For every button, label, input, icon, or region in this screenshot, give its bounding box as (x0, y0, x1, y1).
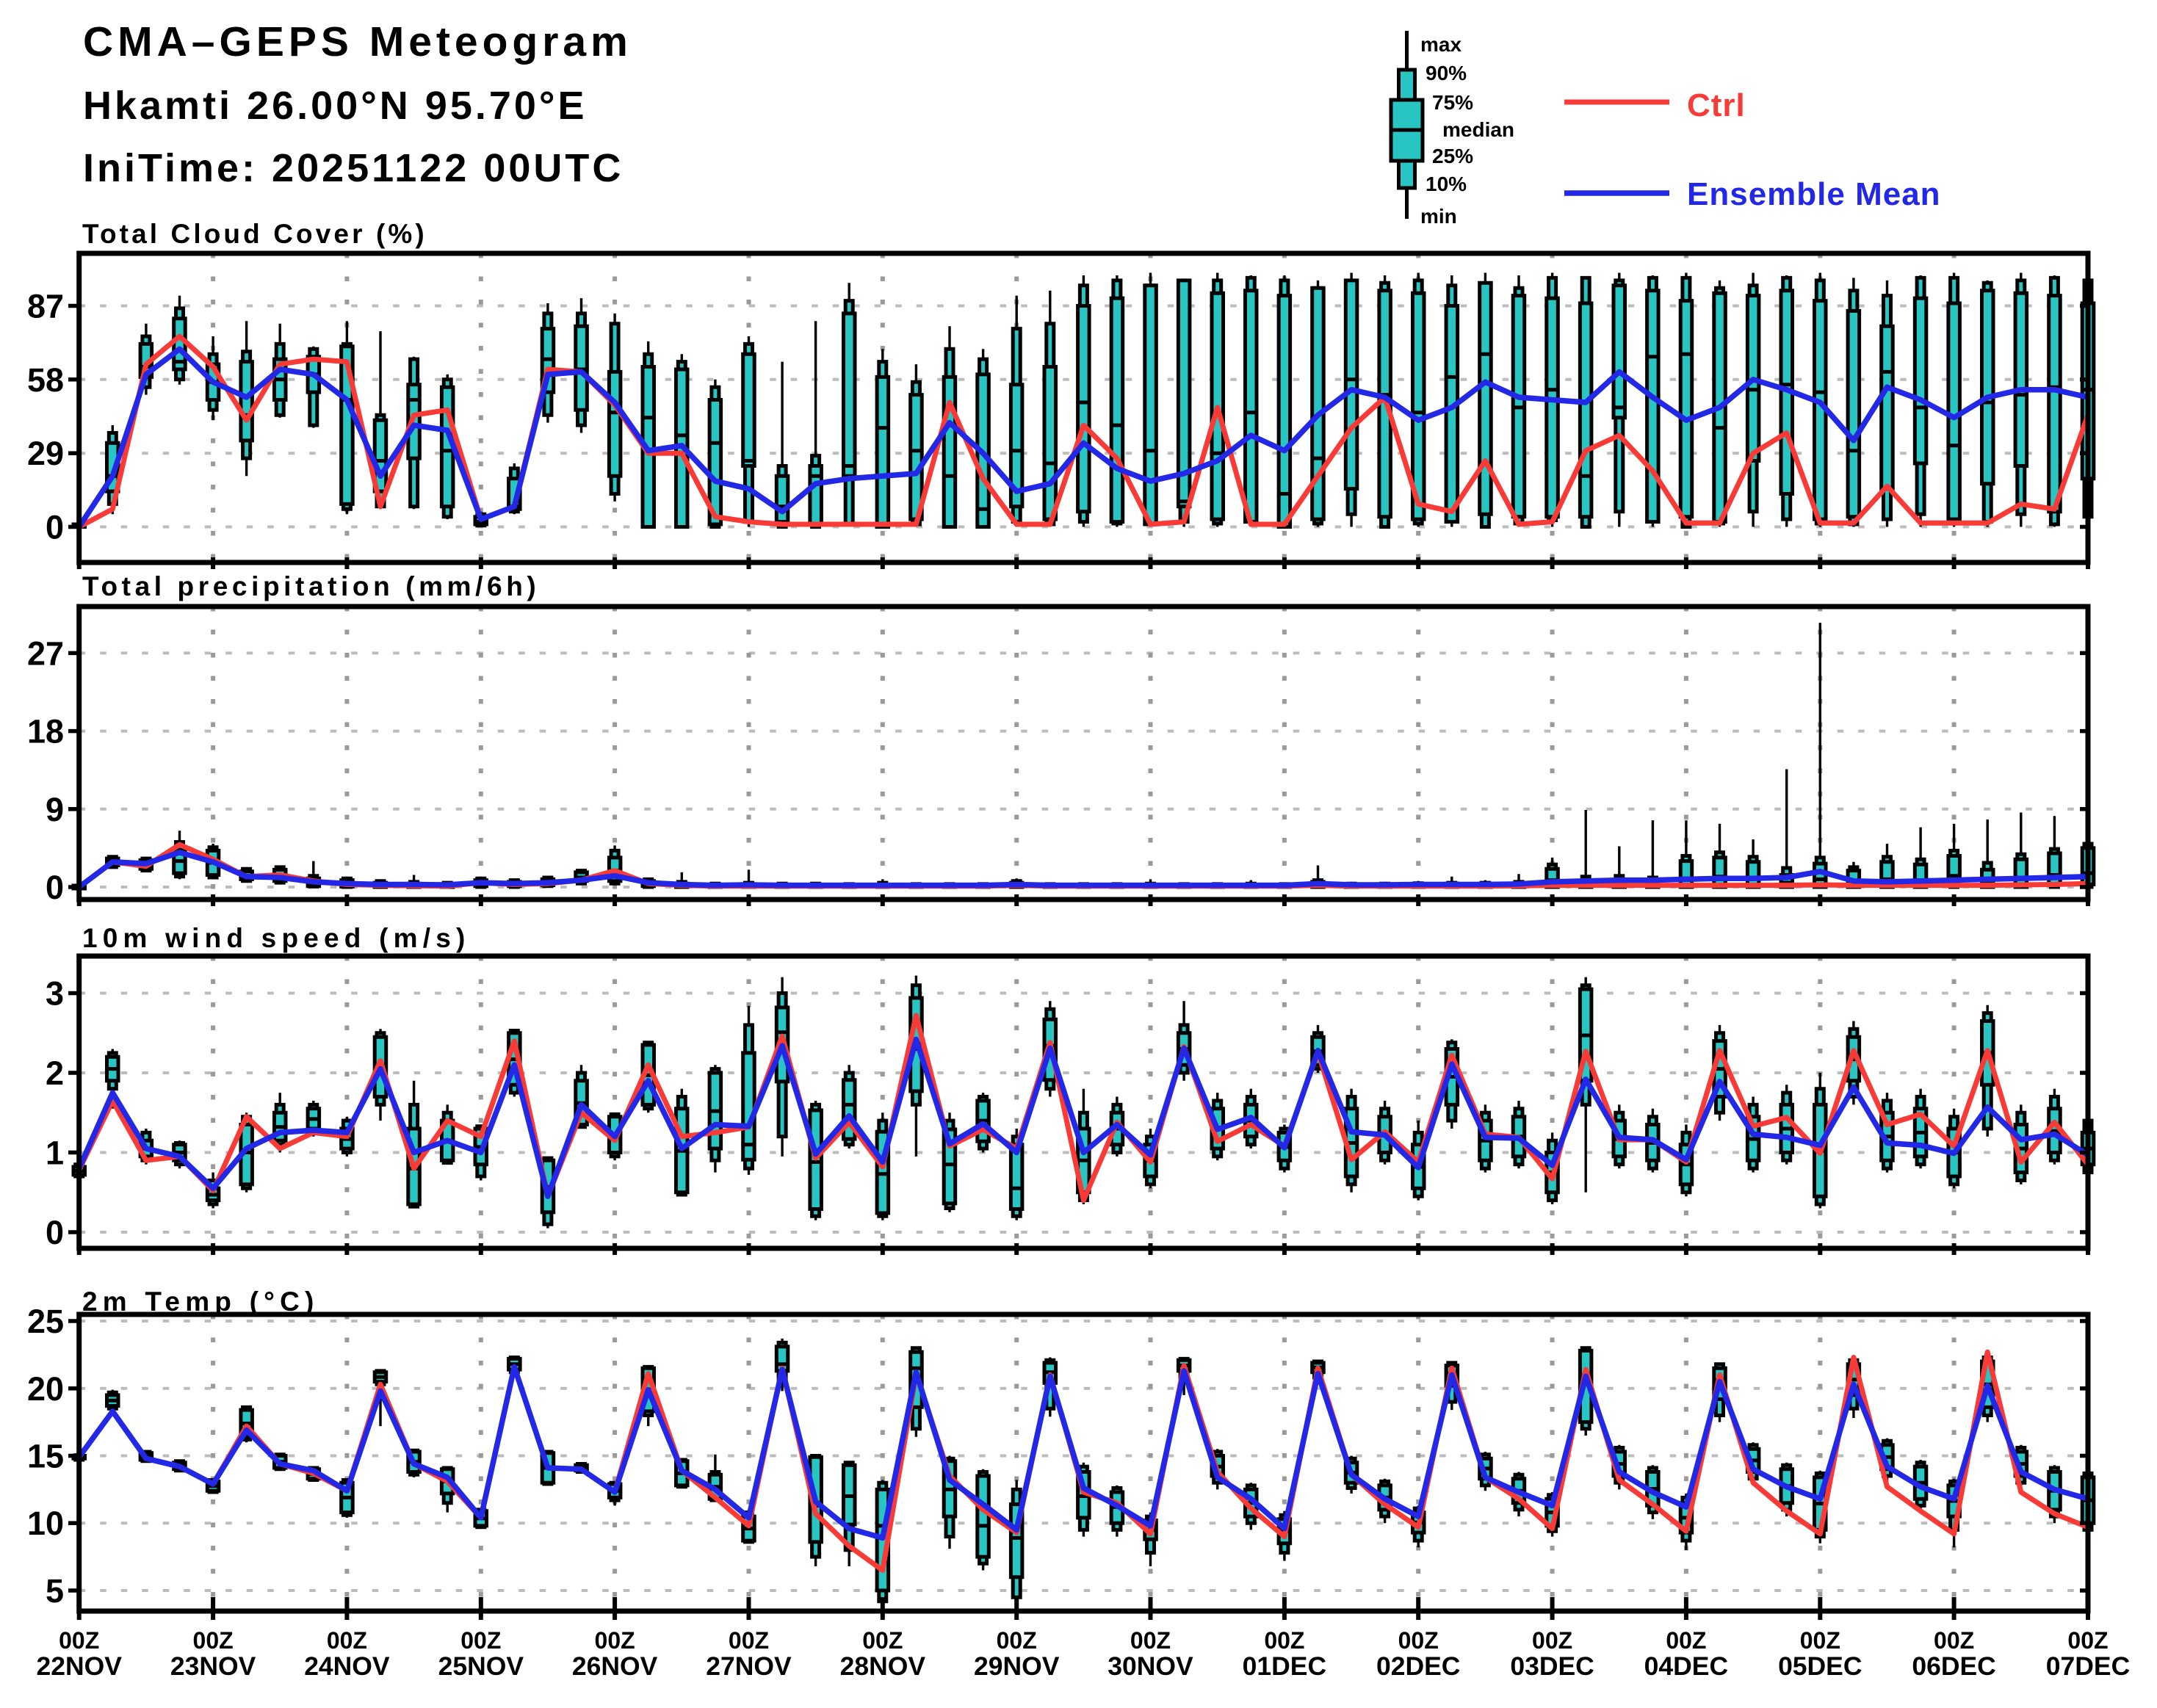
svg-text:median: median (1442, 118, 1514, 141)
svg-text:00Z: 00Z (59, 1627, 99, 1654)
svg-text:87: 87 (27, 288, 64, 325)
svg-text:9: 9 (46, 791, 64, 828)
svg-text:5: 5 (46, 1572, 64, 1610)
svg-text:00Z: 00Z (460, 1627, 501, 1654)
svg-text:max: max (1420, 33, 1462, 56)
svg-text:00Z: 00Z (1532, 1627, 1572, 1654)
svg-text:27: 27 (27, 634, 64, 672)
svg-text:01DEC: 01DEC (1243, 1651, 1326, 1681)
svg-text:25NOV: 25NOV (438, 1651, 524, 1681)
svg-text:IniTime: 20251122 00UTC: IniTime: 20251122 00UTC (83, 146, 624, 190)
svg-text:Ensemble Mean: Ensemble Mean (1687, 176, 1941, 212)
svg-text:07DEC: 07DEC (2046, 1651, 2130, 1681)
svg-text:30NOV: 30NOV (1108, 1651, 1193, 1681)
svg-text:00Z: 00Z (1800, 1627, 1840, 1654)
svg-text:03DEC: 03DEC (1510, 1651, 1594, 1681)
svg-text:2m Temp (°C): 2m Temp (°C) (82, 1287, 319, 1317)
svg-text:25: 25 (27, 1303, 64, 1340)
svg-text:1: 1 (46, 1135, 64, 1172)
svg-text:27NOV: 27NOV (706, 1651, 792, 1681)
svg-text:3: 3 (46, 975, 64, 1013)
svg-text:24NOV: 24NOV (304, 1651, 390, 1681)
svg-text:29: 29 (27, 435, 64, 472)
svg-text:26NOV: 26NOV (572, 1651, 658, 1681)
svg-text:10%: 10% (1426, 173, 1467, 195)
svg-text:00Z: 00Z (1934, 1627, 1974, 1654)
svg-text:10: 10 (27, 1505, 64, 1542)
svg-text:15: 15 (27, 1438, 64, 1475)
svg-text:06DEC: 06DEC (1912, 1651, 1995, 1681)
svg-text:04DEC: 04DEC (1644, 1651, 1728, 1681)
svg-text:29NOV: 29NOV (974, 1651, 1060, 1681)
svg-text:28NOV: 28NOV (840, 1651, 926, 1681)
svg-text:Hkamti 26.00°N 95.70°E: Hkamti 26.00°N 95.70°E (83, 84, 588, 128)
svg-text:05DEC: 05DEC (1778, 1651, 1862, 1681)
svg-text:22NOV: 22NOV (36, 1651, 122, 1681)
svg-text:2: 2 (46, 1054, 64, 1092)
svg-text:00Z: 00Z (595, 1627, 635, 1654)
svg-text:0: 0 (46, 509, 64, 546)
svg-text:25%: 25% (1432, 145, 1473, 167)
svg-text:00Z: 00Z (1264, 1627, 1304, 1654)
svg-text:20: 20 (27, 1370, 64, 1408)
svg-text:00Z: 00Z (193, 1627, 234, 1654)
svg-text:Total precipitation (mm/6h): Total precipitation (mm/6h) (82, 571, 540, 601)
svg-text:CMA–GEPS Meteogram: CMA–GEPS Meteogram (83, 18, 632, 65)
svg-text:10m wind speed (m/s): 10m wind speed (m/s) (82, 923, 471, 953)
svg-text:23NOV: 23NOV (170, 1651, 256, 1681)
svg-text:00Z: 00Z (1398, 1627, 1439, 1654)
svg-text:Ctrl: Ctrl (1687, 87, 1746, 123)
svg-text:00Z: 00Z (862, 1627, 903, 1654)
svg-text:58: 58 (27, 361, 64, 399)
svg-text:min: min (1420, 205, 1457, 228)
svg-text:0: 0 (46, 869, 64, 906)
svg-text:00Z: 00Z (1666, 1627, 1706, 1654)
svg-text:00Z: 00Z (2067, 1627, 2108, 1654)
svg-text:18: 18 (27, 713, 64, 750)
svg-text:00Z: 00Z (1130, 1627, 1171, 1654)
svg-text:75%: 75% (1432, 91, 1473, 114)
svg-text:00Z: 00Z (997, 1627, 1037, 1654)
svg-text:00Z: 00Z (327, 1627, 367, 1654)
svg-text:0: 0 (46, 1214, 64, 1251)
svg-text:90%: 90% (1426, 62, 1467, 84)
svg-text:02DEC: 02DEC (1376, 1651, 1460, 1681)
svg-text:00Z: 00Z (729, 1627, 769, 1654)
svg-text:Total Cloud Cover (%): Total Cloud Cover (%) (82, 219, 427, 249)
